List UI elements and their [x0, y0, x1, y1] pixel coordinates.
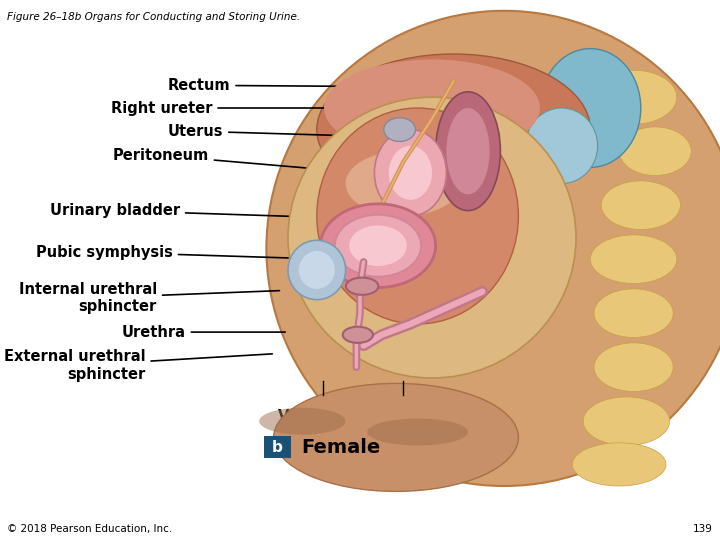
Ellipse shape [572, 443, 666, 486]
Text: © 2018 Pearson Education, Inc.: © 2018 Pearson Education, Inc. [7, 523, 173, 534]
Text: Uterus: Uterus [168, 124, 357, 139]
Circle shape [384, 118, 415, 141]
Ellipse shape [601, 181, 680, 230]
Text: Internal urethral
sphincter: Internal urethral sphincter [19, 282, 279, 314]
Ellipse shape [346, 151, 461, 216]
Ellipse shape [335, 214, 421, 276]
Text: 139: 139 [693, 523, 713, 534]
Ellipse shape [446, 108, 490, 194]
Ellipse shape [389, 146, 432, 200]
Ellipse shape [259, 408, 346, 435]
Text: b: b [271, 440, 283, 455]
Text: Rectum: Rectum [168, 78, 357, 93]
Ellipse shape [324, 59, 540, 157]
Ellipse shape [349, 226, 407, 266]
Ellipse shape [317, 108, 518, 324]
Text: Peritoneum: Peritoneum [112, 148, 328, 170]
Text: Pubic symphysis: Pubic symphysis [36, 245, 291, 260]
Text: Urinary bladder: Urinary bladder [50, 203, 310, 218]
Ellipse shape [299, 251, 335, 289]
Ellipse shape [594, 343, 673, 391]
Ellipse shape [346, 278, 379, 295]
Ellipse shape [367, 418, 468, 445]
Ellipse shape [540, 49, 641, 167]
Ellipse shape [288, 240, 346, 300]
Ellipse shape [274, 383, 518, 491]
Text: Figure 26–18b Organs for Conducting and Storing Urine.: Figure 26–18b Organs for Conducting and … [7, 12, 300, 22]
Ellipse shape [266, 11, 720, 486]
Ellipse shape [317, 54, 590, 205]
Ellipse shape [374, 130, 446, 216]
Ellipse shape [288, 97, 576, 378]
Text: External urethral
sphincter: External urethral sphincter [4, 349, 272, 382]
Ellipse shape [590, 235, 677, 284]
Ellipse shape [436, 92, 500, 211]
Ellipse shape [619, 127, 691, 176]
Ellipse shape [594, 289, 673, 338]
Ellipse shape [590, 70, 677, 124]
Text: Right ureter: Right ureter [111, 100, 357, 116]
Text: Vagina: Vagina [374, 398, 430, 424]
FancyBboxPatch shape [264, 436, 291, 458]
Text: Female: Female [301, 437, 380, 457]
Ellipse shape [526, 108, 598, 184]
Ellipse shape [343, 327, 373, 343]
Ellipse shape [320, 204, 436, 287]
Text: Vestibule: Vestibule [278, 398, 356, 424]
Ellipse shape [583, 397, 670, 445]
Text: Urethra: Urethra [122, 325, 285, 340]
